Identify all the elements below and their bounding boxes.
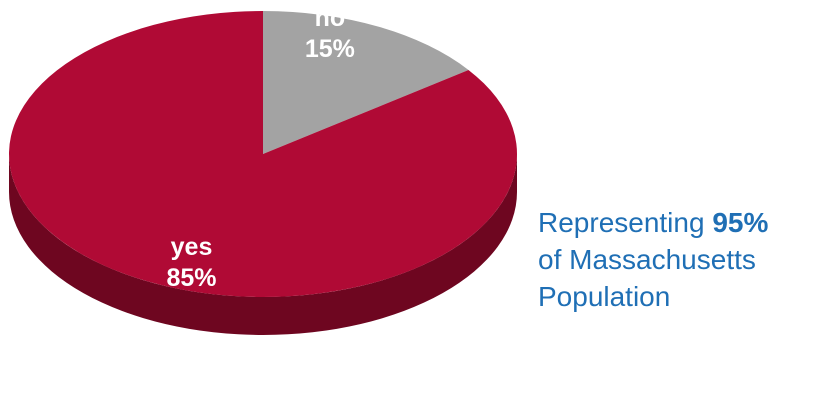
slice-percent-label-yes: 85% [166,264,216,292]
slice-name-label-yes: yes [171,233,213,261]
slice-no [263,11,469,154]
caption-percentage: 95% [712,207,769,238]
slice-labels: no 15% yes 85% [166,4,354,292]
caption-line-1: Representing 95% [538,204,818,241]
pie-top [9,11,517,297]
caption-line-3: Population [538,281,671,312]
pie-depth [9,154,517,335]
caption-text: Representing 95% of Massachusetts Popula… [538,204,818,315]
slice-percent-label-no: 15% [305,35,355,63]
slice-name-label-no: no [315,4,346,32]
slice-yes [9,11,517,297]
slice-side-yes [9,154,517,335]
caption-prefix: Representing [538,207,705,238]
caption-line-2: of Massachusetts [538,244,756,275]
